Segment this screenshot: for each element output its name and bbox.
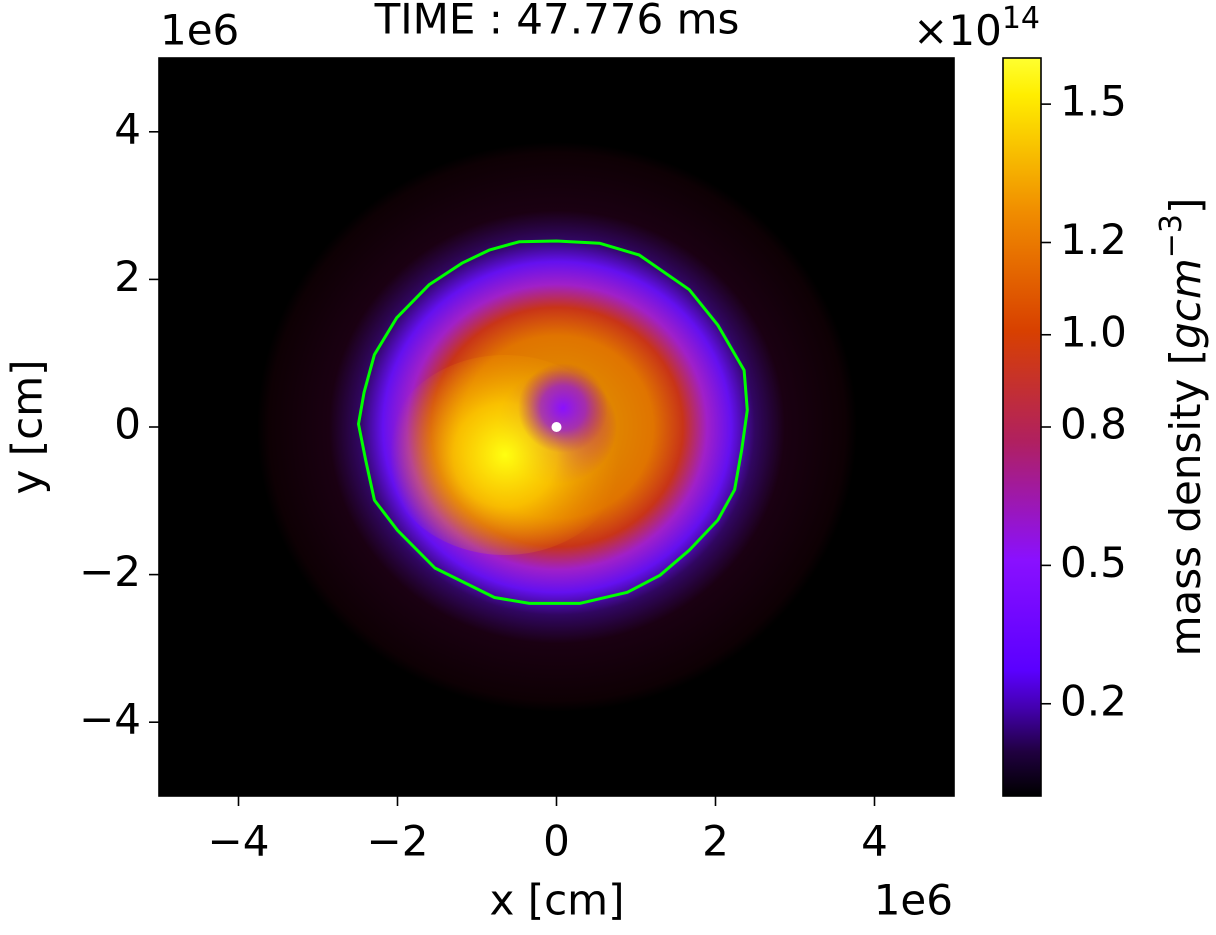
colorbar-offset: ×1014 [913, 1, 1040, 55]
y-tick-label: −4 [79, 695, 141, 744]
y-axis-label: y [cm] [3, 360, 52, 495]
chart-title: TIME : 47.776 ms [374, 0, 740, 44]
x-offset: 1e6 [874, 876, 953, 925]
x-tick-label: 0 [543, 817, 570, 866]
density-core [518, 363, 608, 453]
colorbar-offset-base: ×10 [913, 6, 1002, 55]
x-tick-label: −4 [208, 817, 270, 866]
colorbar-label-exponent: −3 [1154, 214, 1189, 258]
colorbar [1002, 57, 1042, 797]
x-tick-label: 4 [861, 817, 888, 866]
colorbar-tick-label: 1.0 [1060, 307, 1127, 356]
colorbar-tick-label: 0.5 [1060, 538, 1127, 587]
y-tick-label: 2 [114, 252, 141, 301]
x-tick-label: −2 [367, 817, 429, 866]
y-offset: 1e6 [160, 6, 239, 55]
colorbar-tick-label: 1.5 [1060, 77, 1127, 126]
colorbar-label-end: ] [1161, 198, 1210, 214]
colorbar-tick-label: 0.8 [1060, 400, 1127, 449]
y-tick-label: 0 [114, 400, 141, 449]
x-axis-label: x [cm] [490, 876, 625, 925]
colorbar-offset-exponent: 14 [1002, 1, 1040, 36]
colorbar-label-unit: gcm [1161, 258, 1210, 349]
colorbar-label-text: mass density [ [1161, 349, 1210, 657]
y-tick-label: −2 [79, 547, 141, 596]
overlay [357, 239, 749, 605]
colorbar-tick-label: 1.2 [1060, 215, 1127, 264]
y-tick-label: 4 [114, 104, 141, 153]
contour-line [357, 239, 749, 605]
colorbar-label: mass density [gcm−3] [1154, 198, 1210, 657]
x-tick-label: 2 [702, 817, 729, 866]
center-marker [551, 422, 562, 432]
colorbar-tick-label: 0.2 [1060, 676, 1127, 725]
